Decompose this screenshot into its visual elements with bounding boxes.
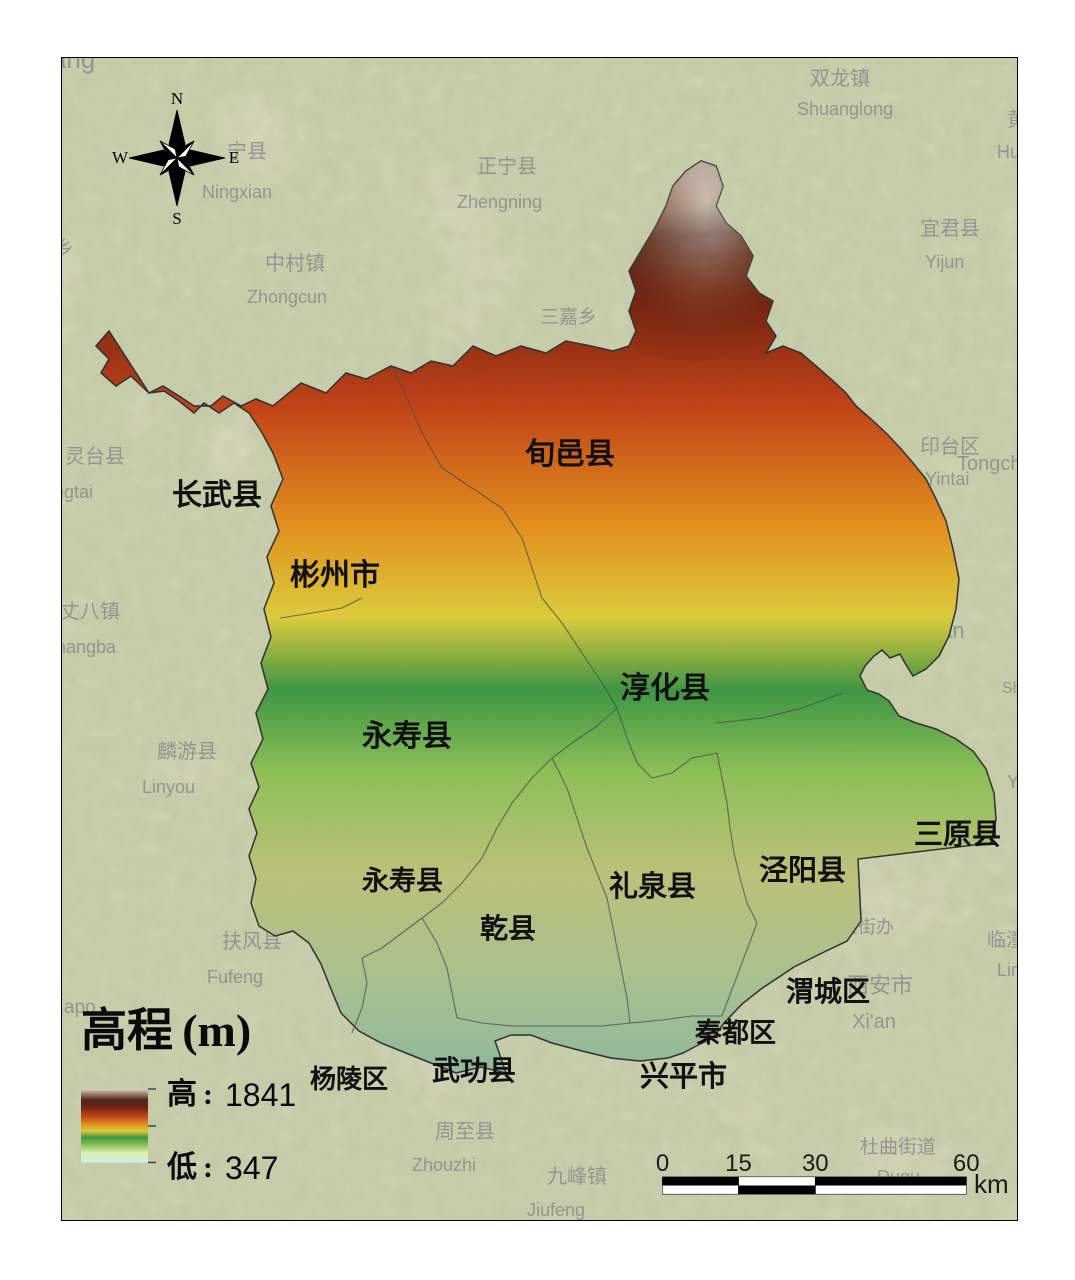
svg-text:永寿县: 永寿县 [362, 719, 452, 753]
svg-text:高程 (m): 高程 (m) [81, 1005, 251, 1056]
svg-text:30: 30 [802, 1150, 829, 1177]
svg-text:15: 15 [725, 1150, 752, 1177]
svg-text:N: N [171, 89, 183, 108]
svg-text:淳化县: 淳化县 [620, 672, 710, 705]
svg-text:泾阳县: 泾阳县 [759, 854, 846, 887]
svg-text:高 :: 高 : [167, 1078, 213, 1111]
svg-text:0: 0 [656, 1150, 669, 1177]
svg-text:渭城区: 渭城区 [786, 976, 870, 1008]
svg-text:杨陵区: 杨陵区 [310, 1065, 388, 1094]
svg-text:km: km [974, 1169, 1009, 1199]
svg-text:W: W [112, 148, 129, 167]
svg-text:S: S [172, 209, 181, 228]
svg-text:低 :: 低 : [166, 1151, 213, 1184]
svg-text:长武县: 长武县 [172, 479, 262, 512]
svg-text:E: E [229, 148, 239, 167]
svg-text:旬邑县: 旬邑县 [525, 438, 615, 471]
svg-text:武功县: 武功县 [432, 1055, 516, 1087]
svg-text:秦都区: 秦都区 [694, 1018, 776, 1048]
svg-text:礼泉县: 礼泉县 [609, 869, 696, 903]
svg-text:1841: 1841 [225, 1077, 296, 1113]
svg-text:乾县: 乾县 [480, 913, 536, 945]
svg-text:永寿县: 永寿县 [361, 866, 443, 896]
svg-text:彬州市: 彬州市 [290, 558, 380, 592]
svg-text:三原县: 三原县 [914, 819, 1001, 851]
svg-text:兴平市: 兴平市 [640, 1059, 727, 1093]
svg-text:347: 347 [225, 1150, 278, 1186]
